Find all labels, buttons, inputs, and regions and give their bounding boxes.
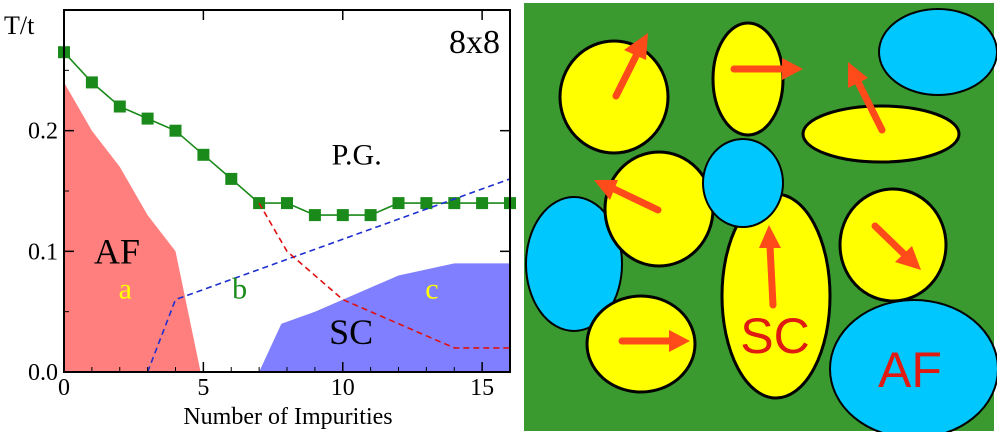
x-axis-label: Number of Impurities (183, 404, 392, 430)
y-tick-label: 0.2 (28, 119, 58, 145)
region-label: a (119, 272, 132, 305)
data-point (364, 209, 377, 222)
region-label: b (232, 272, 247, 305)
y-tick-label: 0.1 (28, 239, 58, 265)
x-tick-label: 10 (331, 375, 355, 401)
data-point (308, 209, 321, 222)
x-tick-label: 5 (197, 375, 209, 401)
sc-grain-blob (801, 104, 961, 164)
data-point (113, 100, 126, 113)
data-point (197, 148, 210, 161)
schematic-sc-label: SC (740, 308, 809, 364)
y-axis-label: T/t (4, 11, 35, 40)
af-grain-blob (702, 138, 784, 228)
region-label: c (425, 272, 438, 305)
x-tick-label: 15 (470, 375, 494, 401)
af-grain-blob (829, 299, 997, 432)
data-point (336, 209, 349, 222)
af-grain-blob (525, 196, 623, 332)
af-grain-blob (878, 8, 997, 96)
data-point (85, 76, 98, 89)
axis-ticks: 0 5 10 15 0.0 0.1 0.2 (28, 10, 510, 401)
data-point (476, 197, 489, 210)
region-af (64, 82, 201, 373)
sc-grain-blob (711, 21, 785, 137)
y-tick-label: 0.0 (28, 360, 58, 386)
data-point (225, 172, 238, 185)
schematic-af-label: AF (878, 342, 942, 398)
region-label: AF (94, 231, 140, 271)
data-point (420, 197, 433, 210)
region-label: SC (329, 312, 373, 352)
plot-area: AFa b c SC P.G. (58, 46, 516, 373)
spin-arrows (594, 33, 921, 352)
region-label: P.G. (332, 139, 382, 172)
x-tick-label: 0 (58, 375, 70, 401)
data-point (281, 197, 293, 210)
schematic-panel: SC AF (524, 3, 997, 432)
series-line-1 (146, 178, 511, 373)
lattice-size-label: 8x8 (449, 24, 500, 61)
data-point (169, 124, 182, 137)
data-point (141, 112, 154, 125)
data-point (392, 197, 405, 210)
